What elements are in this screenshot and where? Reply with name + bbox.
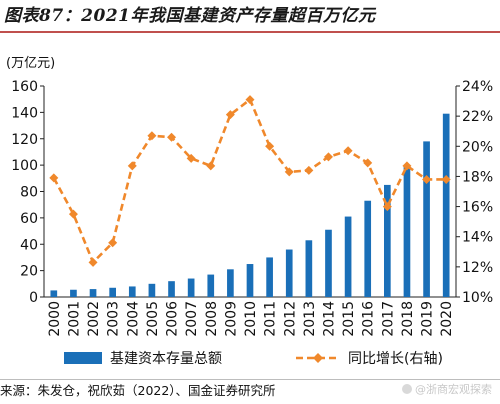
legend-bar-swatch	[64, 352, 102, 364]
growth-point-2019	[422, 174, 432, 184]
x-tick-label: 2005	[145, 301, 161, 337]
left-y-tick-label: 140	[11, 105, 38, 121]
title-divider	[0, 31, 500, 33]
growth-point-2005	[147, 131, 157, 141]
right-y-tick-label: 14%	[462, 230, 493, 246]
left-y-tick-label: 80	[20, 185, 38, 201]
growth-point-2009	[225, 110, 235, 120]
bar-2012	[285, 249, 293, 297]
right-y-tick-label: 20%	[462, 139, 493, 155]
bar-2015	[344, 216, 352, 297]
bar-2008	[207, 274, 215, 297]
growth-point-2003	[108, 238, 118, 248]
x-tick-label: 2006	[165, 301, 181, 337]
x-tick-label: 2012	[282, 301, 298, 337]
growth-point-2018	[402, 161, 412, 171]
x-tick-label: 2011	[263, 301, 279, 337]
growth-point-2014	[323, 152, 333, 162]
figure-title: 图表87：2021年我国基建资产存量超百万亿元	[4, 6, 376, 26]
x-tick-label: 2020	[439, 301, 455, 337]
left-y-tick-label: 0	[29, 290, 38, 306]
x-tick-label: 2017	[380, 301, 396, 337]
growth-point-2016	[363, 158, 373, 168]
bar-2007	[187, 278, 195, 297]
right-y-tick-label: 22%	[462, 109, 493, 125]
left-y-tick-label: 120	[11, 132, 38, 148]
x-tick-label: 2008	[204, 301, 220, 337]
bar-2004	[128, 286, 136, 297]
watermark: @浙商宏观探索	[402, 380, 492, 400]
x-tick-label: 2016	[361, 301, 377, 337]
growth-point-2008	[206, 161, 216, 171]
watermark-logo-icon	[402, 384, 412, 394]
x-tick-label: 2015	[341, 301, 357, 337]
bar-2017	[384, 184, 391, 297]
bar-2003	[109, 287, 116, 297]
growth-point-2000	[49, 173, 59, 183]
right-y-tick-label: 24%	[462, 79, 493, 95]
x-tick-label: 2009	[223, 301, 239, 337]
growth-point-2013	[304, 165, 314, 175]
x-tick-label: 2019	[420, 301, 436, 337]
left-y-tick-label: 100	[11, 158, 38, 174]
left-axis-unit-label: (万亿元)	[6, 56, 56, 71]
right-y-tick-label: 10%	[462, 290, 493, 306]
growth-point-2015	[343, 146, 353, 156]
x-tick-label: 2004	[125, 301, 141, 337]
bar-2014	[325, 229, 332, 297]
left-y-tick-label: 20	[20, 264, 38, 280]
bar-2006	[168, 281, 175, 297]
bar-2013	[305, 240, 313, 297]
x-tick-label: 2013	[302, 301, 318, 337]
bar-2019	[423, 141, 430, 297]
bar-2018	[403, 165, 411, 298]
bar-2005	[148, 283, 156, 297]
x-tick-label: 2002	[86, 301, 102, 337]
bar-2001	[70, 289, 77, 297]
right-y-tick-label: 16%	[462, 200, 493, 216]
growth-point-2007	[186, 153, 196, 163]
right-y-tick-label: 18%	[462, 169, 493, 185]
growth-point-2010	[245, 95, 255, 105]
x-tick-label: 2014	[322, 301, 338, 337]
x-tick-label: 2001	[66, 301, 82, 337]
left-y-tick-label: 160	[11, 79, 38, 95]
source-note: 来源：朱发仓，祝欣茹（2022）、国金证券研究所	[0, 379, 500, 404]
x-tick-label: 2007	[184, 301, 200, 337]
left-y-tick-label: 40	[20, 237, 38, 253]
growth-point-2020	[441, 174, 451, 184]
growth-point-2017	[382, 202, 392, 212]
x-tick-label: 2003	[106, 301, 122, 337]
x-tick-label: 2010	[243, 301, 259, 337]
growth-point-2004	[127, 161, 137, 171]
x-tick-label: 2018	[400, 301, 416, 337]
growth-point-2002	[88, 257, 98, 267]
watermark-text: @浙商宏观探索	[415, 383, 492, 396]
legend-bar-label: 基建资本存量总额	[110, 350, 222, 367]
legend-line-marker	[313, 353, 323, 363]
legend-line-label: 同比增长(右轴)	[348, 351, 443, 367]
bar-2016	[364, 200, 372, 297]
bar-2002	[89, 289, 97, 297]
left-y-tick-label: 60	[20, 211, 38, 227]
bar-2000	[50, 290, 58, 297]
growth-point-2012	[284, 167, 294, 177]
growth-point-2006	[167, 132, 177, 142]
bar-2011	[266, 257, 273, 297]
x-tick-label: 2000	[47, 301, 63, 337]
bar-2020	[442, 113, 450, 297]
right-y-tick-label: 12%	[462, 260, 493, 276]
bar-2009	[227, 269, 234, 297]
growth-point-2011	[265, 141, 275, 151]
growth-point-2001	[68, 209, 78, 219]
bar-2010	[246, 264, 254, 297]
